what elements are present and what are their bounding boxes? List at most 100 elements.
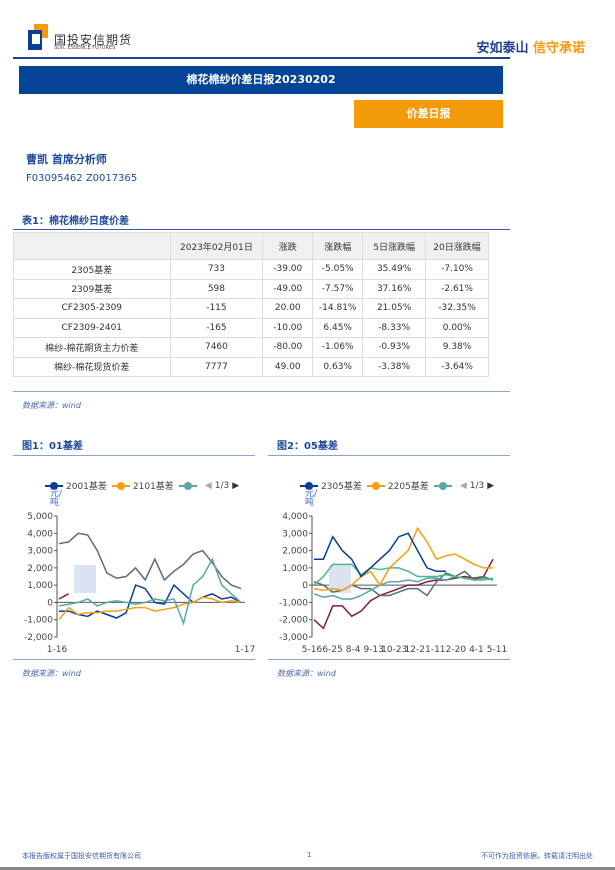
table-cell: 21.05% xyxy=(362,298,427,319)
y-tick-label: 0 xyxy=(302,581,308,591)
table-cell: 0.00% xyxy=(425,317,489,338)
table-row: CF2309-2401 -165 -10.00 6.45% -8.33% 0.00% xyxy=(13,317,489,338)
spread-table: 2023年02月01日 涨跌 涨跌幅 5日涨跌幅 20日涨跌幅 2305基差 733 -39… xyxy=(13,232,489,377)
legend-item[interactable]: 2305基差 xyxy=(300,479,362,492)
next-page-icon[interactable]: ▶ xyxy=(487,480,495,491)
table-cell: -39.00 xyxy=(262,259,314,280)
x-tick-label: 2-20 xyxy=(446,645,467,655)
company-name: 国投安信期货 xyxy=(54,33,133,47)
table-cell: -3.38% xyxy=(362,356,427,377)
x-tick-label: 6-25 xyxy=(322,645,342,655)
table-cell: 7777 xyxy=(169,356,264,377)
table-cell: 9.38% xyxy=(425,337,489,358)
y-tick-label: -2,000 xyxy=(279,616,308,626)
x-tick-label: 9-13 xyxy=(363,645,383,655)
x-tick-label: 1-11 xyxy=(425,645,445,655)
legend-pager: ◀ 1/3 ▶ xyxy=(205,481,239,491)
chart-source: 数据来源：wind xyxy=(22,669,81,678)
table-row: 棉纱-棉花现货价差 7777 49.00 0.63% -3.38% -3.64% xyxy=(13,356,489,377)
table-cell: -14.81% xyxy=(312,298,364,319)
table-cell: 598 xyxy=(169,278,264,299)
series-line-gray xyxy=(313,570,494,597)
legend-item[interactable]: 2001基差 xyxy=(45,479,107,492)
legend-marker-icon xyxy=(366,481,385,490)
next-page-icon[interactable]: ▶ xyxy=(232,480,240,491)
y-tick-label: 4,000 xyxy=(282,512,308,522)
y-tick-label: 1,000 xyxy=(282,564,308,574)
table-cell: -0.93% xyxy=(362,337,427,358)
prev-page-icon[interactable]: ◀ xyxy=(204,480,212,491)
row-label: CF2309-2401 xyxy=(13,317,171,338)
x-tick-label: 5-16 xyxy=(302,645,323,655)
y-tick-label: 2,000 xyxy=(282,547,308,557)
table-header-row: 2023年02月01日 涨跌 涨跌幅 5日涨跌幅 20日涨跌幅 xyxy=(13,232,489,260)
report-title: 棉花棉纱价差日报20230202 xyxy=(19,66,503,94)
row-label: CF2305-2309 xyxy=(13,298,171,319)
footer-disclaimer: 不可作为投资依据，转载请注明出处 xyxy=(481,852,593,860)
series-line-orange xyxy=(313,526,493,592)
slogan: 安如泰山 信守承诺 xyxy=(476,37,585,56)
table-cell: 37.16% xyxy=(362,278,427,299)
column-header: 5日涨跌幅 xyxy=(362,232,427,260)
legend-label: 2305基差 xyxy=(321,482,362,492)
legend-item[interactable]: 2101基差 xyxy=(111,479,174,492)
y-tick-label: 2,000 xyxy=(27,564,53,574)
series-line-green xyxy=(313,563,494,586)
table-cell: -7.57% xyxy=(312,278,364,299)
footer-bar xyxy=(0,867,615,870)
y-tick-label: 5,000 xyxy=(27,512,53,522)
legend-marker-icon xyxy=(178,481,197,490)
legend-item[interactable] xyxy=(178,481,200,490)
legend-label: 2205基差 xyxy=(387,482,429,492)
series-line-orange xyxy=(58,596,242,621)
legend-label: 2001基差 xyxy=(66,482,107,492)
chart-legend: 2305基差 2205基差 ◀ 1/3 ▶ xyxy=(300,479,494,492)
legend-item[interactable] xyxy=(433,481,455,490)
pager-label: 1/3 xyxy=(469,480,485,491)
table-row: CF2305-2309 -115 20.00 -14.81% 21.05% -32.35% xyxy=(13,298,489,319)
y-tick-label: -1,000 xyxy=(24,616,53,626)
table-row: 棉纱-棉花期货主力价差 7460 -80.00 -1.06% -0.93% 9.38% xyxy=(13,337,489,358)
row-label: 棉纱-棉花期货主力价差 xyxy=(13,337,171,358)
series-line-maroon xyxy=(313,558,494,630)
y-tick-label: 1,000 xyxy=(27,581,53,591)
unit-label: 元/吨 xyxy=(50,489,63,508)
table-title-divider xyxy=(13,229,510,230)
chart-title: 图2：05基差 xyxy=(277,441,338,452)
table-cell: -165 xyxy=(169,317,264,338)
column-header xyxy=(13,232,171,260)
table-cell: -5.05% xyxy=(312,259,364,280)
series-line-gray xyxy=(58,532,242,590)
slogan-part-1: 安如泰山 xyxy=(476,41,529,56)
y-tick-label: -3,000 xyxy=(279,633,308,643)
legend-item[interactable]: 2205基差 xyxy=(366,479,429,492)
table-cell: -3.64% xyxy=(425,356,489,377)
chart-source-divider xyxy=(268,659,510,660)
legend-marker-icon xyxy=(433,481,452,490)
legend-marker-icon xyxy=(300,481,318,490)
page-number: 1 xyxy=(307,851,312,859)
table-cell: -32.35% xyxy=(425,298,489,319)
y-tick-label: 3,000 xyxy=(282,529,308,539)
column-header: 涨跌 xyxy=(262,232,314,260)
table-cell: 6.45% xyxy=(312,317,364,338)
series-line-navy xyxy=(59,583,242,619)
y-tick-label: -1,000 xyxy=(279,598,308,608)
x-tick-label: 4-1 xyxy=(469,645,484,655)
chart-title-divider xyxy=(268,455,510,456)
x-tick-label: 1-16 xyxy=(47,645,68,655)
table-cell: 49.00 xyxy=(262,356,314,377)
y-tick-label: -2,000 xyxy=(24,633,53,643)
row-label: 2309基差 xyxy=(13,278,171,299)
table-title: 表1：棉花棉纱日度价差 xyxy=(22,216,129,227)
table-cell: 7460 xyxy=(169,337,264,358)
author-ids: F03095462 Z0017365 xyxy=(26,173,138,184)
prev-page-icon[interactable]: ◀ xyxy=(459,480,467,491)
chart-title: 图1：01基差 xyxy=(22,441,83,452)
column-header: 涨跌幅 xyxy=(312,232,364,260)
row-label: 棉纱-棉花现货价差 xyxy=(13,356,171,377)
pager-label: 1/3 xyxy=(214,480,230,491)
chart-legend: 2001基差 2101基差 ◀ 1/3 ▶ xyxy=(45,479,239,492)
source-divider xyxy=(13,391,510,392)
